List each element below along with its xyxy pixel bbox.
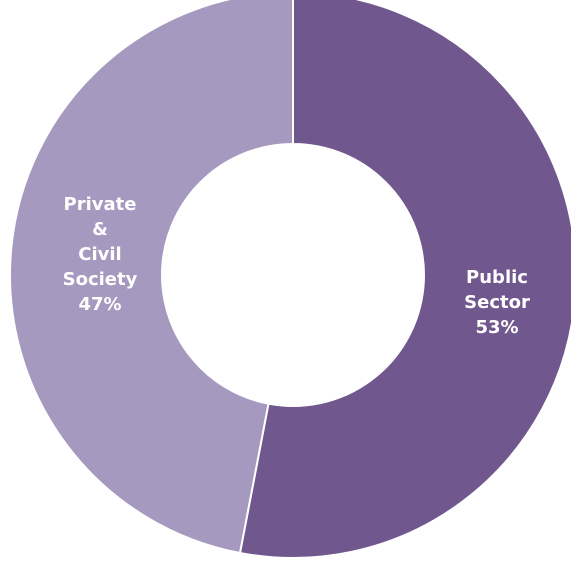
slice-name-line: Private <box>64 194 137 215</box>
slice-value-label: 47% <box>78 294 121 315</box>
slice-name-line: & <box>92 219 108 240</box>
slice-name-line: Public <box>466 267 528 288</box>
slice-value-label: 53% <box>475 317 518 338</box>
donut-slice-public-sector <box>238 0 571 559</box>
slice-label-0: Public Sector 53% <box>464 267 530 338</box>
donut-slice-private-civil-society <box>9 0 294 555</box>
slice-name-line: Civil <box>78 244 121 265</box>
slice-name-line: Sector <box>464 292 530 313</box>
slice-label-1: Private & Civil Society 47% <box>63 194 138 315</box>
slice-name-line: Society <box>63 269 138 290</box>
